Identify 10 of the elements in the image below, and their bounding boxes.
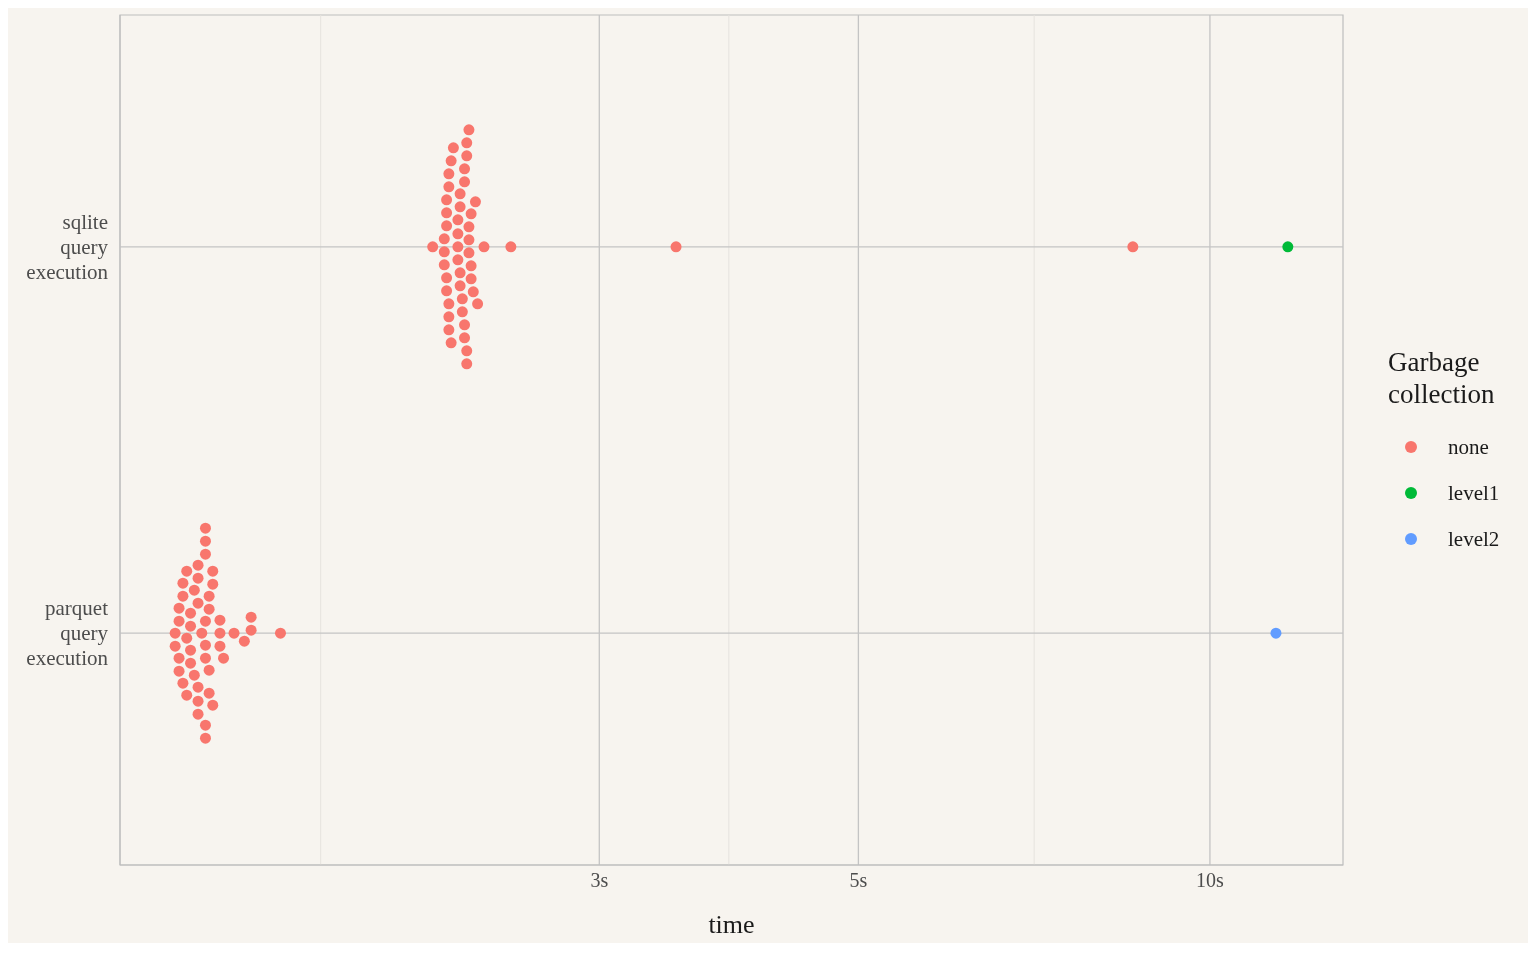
legend-label: none — [1448, 434, 1489, 460]
x-axis-title: time — [708, 910, 755, 939]
x-tick-label: 5s — [849, 869, 868, 892]
legend-label: level1 — [1448, 480, 1500, 506]
legend-title: Garbage collection — [1388, 346, 1496, 410]
x-tick-label: 3s — [590, 869, 609, 892]
x-tick-label: 10s — [1196, 869, 1225, 892]
y-tick-label: parquet query execution — [26, 596, 109, 671]
y-tick-label: sqlite query execution — [26, 209, 109, 284]
legend-label: level2 — [1448, 526, 1500, 552]
